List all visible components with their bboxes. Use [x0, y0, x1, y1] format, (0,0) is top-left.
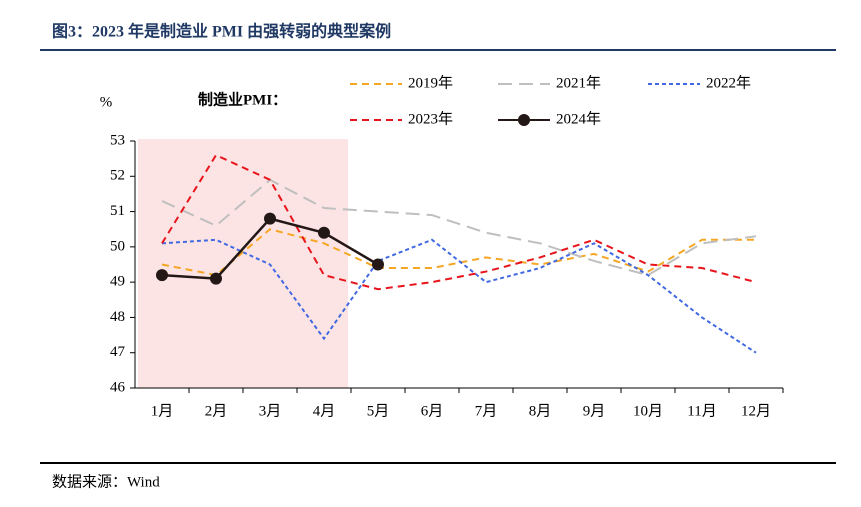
y-tick-label: 51 [110, 203, 125, 219]
legend-label: 2019年 [408, 74, 453, 91]
y-tick-label: 52 [110, 168, 125, 184]
x-tick-label: 8月 [529, 403, 552, 419]
x-tick-label: 10月 [633, 403, 663, 419]
series-line [161, 178, 757, 277]
series-marker [318, 226, 330, 239]
highlight-region [138, 139, 348, 388]
x-tick-label: 12月 [741, 403, 771, 419]
series-line [161, 238, 757, 354]
x-tick-label: 9月 [583, 403, 606, 419]
legend-label: 2023年 [408, 110, 453, 127]
y-tick-label: 48 [110, 309, 125, 325]
legend-marker [518, 114, 530, 126]
series-marker [156, 269, 168, 282]
y-tick-label: 53 [110, 132, 125, 148]
series-marker [210, 272, 222, 285]
series-marker [372, 258, 384, 271]
y-tick-label: 46 [110, 379, 126, 395]
series-marker [264, 212, 276, 225]
x-tick-label: 7月 [475, 403, 498, 419]
series-line [161, 153, 757, 291]
y-tick-label: 49 [110, 274, 125, 290]
series-line [161, 228, 756, 277]
y-unit: % [100, 94, 113, 110]
x-tick-label: 5月 [367, 403, 390, 419]
chart-title: 图3：2023 年是制造业 PMI 由强转弱的典型案例 [52, 22, 391, 41]
x-tick-label: 11月 [687, 403, 716, 419]
y-tick-label: 50 [110, 238, 125, 254]
source: 数据来源：Wind [52, 473, 160, 490]
x-tick-label: 2月 [205, 403, 228, 419]
annotation: 制造业PMI： [198, 90, 287, 108]
x-tick-label: 6月 [421, 403, 444, 419]
legend-label: 2022年 [706, 74, 751, 91]
x-tick-label: 1月 [151, 403, 174, 419]
legend-label: 2024年 [556, 110, 601, 127]
legend-label: 2021年 [556, 74, 601, 91]
x-tick-label: 4月 [313, 403, 336, 419]
x-tick-label: 3月 [259, 403, 282, 419]
y-tick-label: 47 [110, 344, 126, 360]
